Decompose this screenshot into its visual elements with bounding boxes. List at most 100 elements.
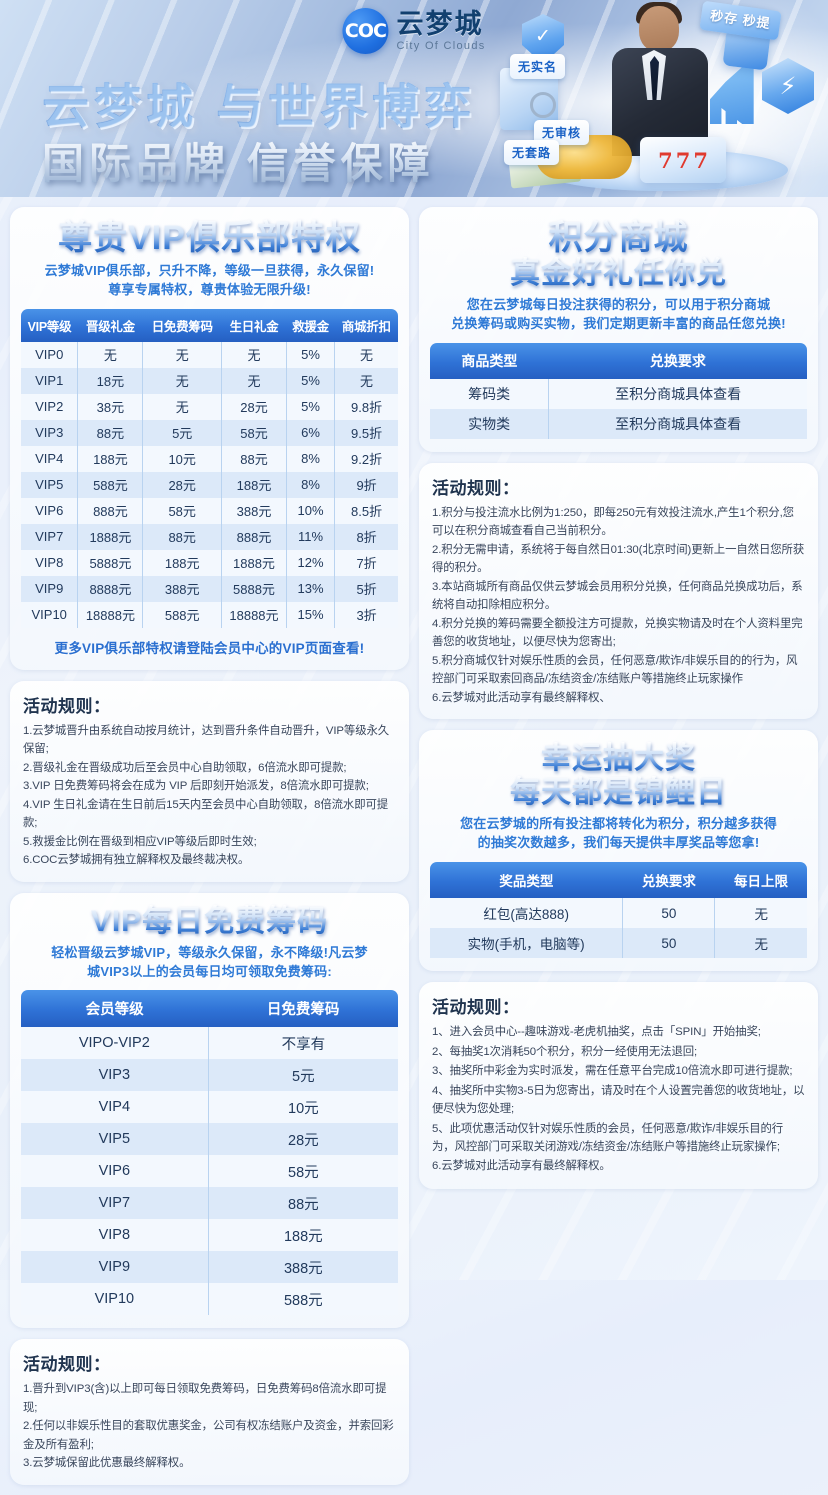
hero-artwork: 7 7 7 无实名 无审核 无套路 秒存 秒提 [498,0,828,197]
cell: 888元 [221,523,287,550]
lucky-draw-table-body: 红包(高达888) 50 无 实物(手机，电脑等) 50 无 [430,898,807,959]
rules-title: 活动规则： [432,478,520,498]
cell: 无 [360,374,374,390]
rules-list: 1.积分与投注流水比例为1:250，即每250元有效投注流水,产生1个积分,您可… [432,504,805,707]
rule-item: 1.积分与投注流水比例为1:250，即每250元有效投注流水,产生1个积分,您可… [432,506,794,538]
table-row: VIP10 18888元 588元 18888元 15% 3折 [21,601,398,628]
businessman-illustration [606,2,714,156]
rules-list: 1.云梦城晋升由系统自动按月统计，达到晋升条件自动晋升，VIP等级永久保留; 2… [23,722,396,870]
cell: 无 [221,367,287,394]
col-prize-type: 奖品类型 [430,862,623,899]
table-header-row: VIP等级 晋级礼金 日免费筹码 生日礼金 救援金 商城折扣 [21,308,398,342]
table-row: VIP3 88元 5元 58元 6% 9.5折 [21,419,398,446]
points-mall-rules-card: 活动规则： 1.积分与投注流水比例为1:250，即每250元有效投注流水,产生1… [419,462,818,720]
cell: 188元 [221,471,287,498]
cell: 188元 [142,549,222,576]
cell: 7折 [356,556,377,572]
cell: VIP3 [21,419,79,446]
col-daily-limit: 每日上限 [714,862,807,899]
rule-item: 2.晋级礼金在晋级成功后至会员中心自助领取，6倍流水即可提款; [23,761,347,774]
content-grid: 尊贵VIP俱乐部特权 云梦城VIP俱乐部，只升不降，等级一旦获得，永久保留! 尊… [0,197,828,1495]
points-mall-table: 商品类型 兑换要求 筹码类 至积分商城具体查看 实物类 至积分商城具体查看 [430,342,807,439]
logo-name-en: City Of Clouds [396,39,486,52]
cell: VIP7 [21,523,79,550]
cell: 8折 [356,530,377,546]
col-daily-free-chips: 日免费筹码 [142,308,222,342]
vip-privilege-card: 尊贵VIP俱乐部特权 云梦城VIP俱乐部，只升不降，等级一旦获得，永久保留! 尊… [10,207,409,670]
rule-item: 4、抽奖所中实物3-5日为您寄出，请及时在个人设置完善您的收货地址，以便尽快为您… [432,1084,805,1116]
points-mall-subtitle-line1: 您在云梦城每日投注获得的积分，可以用于积分商城 [466,297,771,313]
table-header-row: 商品类型 兑换要求 [430,342,807,379]
col-rescue-bonus: 救援金 [286,308,335,342]
left-column: 尊贵VIP俱乐部特权 云梦城VIP俱乐部，只升不降，等级一旦获得，永久保留! 尊… [10,207,409,1485]
slot-reel-1: 7 [658,147,673,173]
cell: VIP10 [21,601,79,628]
cell: 588元 [283,1292,323,1309]
cell: 8% [286,445,336,472]
cell: 8.5折 [351,504,383,520]
cell: 58元 [221,419,287,446]
cell: 5% [286,367,336,394]
table-row: VIP5 588元 28元 188元 8% 9折 [21,471,398,498]
cell: 5% [286,393,336,420]
cell: 无 [142,393,222,420]
cell: 筹码类 [430,378,550,409]
badge-no-real-name: 无实名 [510,54,566,79]
cell: 88元 [221,445,287,472]
rules-list: 1.晋升到VIP3(含)以上即可每日领取免费筹码，日免费筹码8倍流水即可提现; … [23,1380,396,1472]
cell: 9.8折 [351,400,383,416]
rule-item: 3.云梦城保留此优惠最终解释权。 [23,1457,191,1470]
table-row: VIP4 10元 [21,1091,398,1124]
points-mall-subtitle: 您在云梦城每日投注获得的积分，可以用于积分商城 兑换筹码或购买实物，我们定期更新… [430,296,807,334]
cell: 至积分商城具体查看 [615,385,742,402]
table-row: VIP9 388元 [21,1251,398,1284]
daily-free-chips-subtitle-line1: 轻松晋级云梦城VIP，等级永久保留，永不降级!凡云梦 [51,944,368,960]
table-row: 筹码类 至积分商城具体查看 [430,378,807,409]
table-row: VIP7 1888元 88元 888元 11% 8折 [21,523,398,550]
lucky-draw-subtitle: 您在云梦城的所有投注都将转化为积分，积分越多获得 的抽奖次数越多，我们每天提供丰… [430,815,807,853]
daily-free-chips-title: VIP每日免费筹码 [21,905,398,939]
rule-item: 6.云梦城对此活动享有最终解释权、 [432,691,611,704]
cell: 实物(手机，电脑等) [430,928,624,959]
cell: VIP10 [21,1283,209,1316]
table-row: VIP3 5元 [21,1059,398,1092]
table-row: VIP7 88元 [21,1187,398,1220]
head-shape [639,6,679,52]
cell: VIPO-VIP2 [21,1027,209,1060]
vip-privilege-subtitle: 云梦城VIP俱乐部，只升不降，等级一旦获得，永久保留! 尊享专属特权，尊贵体验无… [21,262,398,300]
lucky-draw-card: 幸运抽大奖 每天都是锦鲤日 您在云梦城的所有投注都将转化为积分，积分越多获得 的… [419,730,818,972]
cell: VIP1 [21,367,79,394]
lucky-draw-table-head: 奖品类型 兑换要求 每日上限 [430,862,807,899]
vip-more-privileges-link[interactable]: 更多VIP俱乐部特权请登陆会员中心的VIP页面查看! [54,640,365,656]
table-row: VIP6 58元 [21,1155,398,1188]
points-mall-card: 积分商城 真金好礼任你兑 您在云梦城每日投注获得的积分，可以用于积分商城 兑换筹… [419,207,818,452]
cell: VIP9 [21,1251,209,1284]
daily-free-chips-subtitle: 轻松晋级云梦城VIP，等级永久保留，永不降级!凡云梦 城VIP3以上的会员每日均… [21,944,398,982]
cell: 无 [77,341,144,368]
slot-machine-icon: 7 7 7 [640,137,726,183]
cell: 9.2折 [351,452,383,468]
daily-free-chips-table-head: 会员等级 日免费筹码 [21,990,398,1028]
cell: 5元 [292,1068,315,1085]
points-mall-title-line2: 真金好礼任你兑 [430,257,807,291]
cell: 10元 [142,445,222,472]
daily-free-chips-card: VIP每日免费筹码 轻松晋级云梦城VIP，等级永久保留，永不降级!凡云梦 城VI… [10,892,409,1329]
cell: 10元 [288,1100,319,1117]
table-row: 实物(手机，电脑等) 50 无 [430,928,807,959]
lucky-draw-subtitle-line1: 您在云梦城的所有投注都将转化为积分，积分越多获得 [460,816,777,832]
cell: 38元 [77,393,144,420]
cell: 28元 [142,471,222,498]
cell: 18元 [77,367,144,394]
rules-title: 活动规则： [23,1355,111,1375]
lucky-draw-subtitle-line2: 的抽奖次数越多，我们每天提供丰厚奖品等您拿! [477,835,760,851]
col-vip-level: VIP等级 [21,308,78,342]
cell: 无 [142,341,222,368]
cell: 58元 [288,1164,319,1181]
cell: 28元 [221,393,287,420]
cell: 实物类 [430,408,550,439]
cell: 18888元 [77,601,144,628]
cell: 5元 [142,419,222,446]
vip-privilege-table: VIP等级 晋级礼金 日免费筹码 生日礼金 救援金 商城折扣 VIP0 无 无 [21,308,398,628]
site-logo[interactable]: COC 云梦城 City Of Clouds [342,8,485,54]
col-exchange-requirement: 兑换要求 [622,862,715,899]
